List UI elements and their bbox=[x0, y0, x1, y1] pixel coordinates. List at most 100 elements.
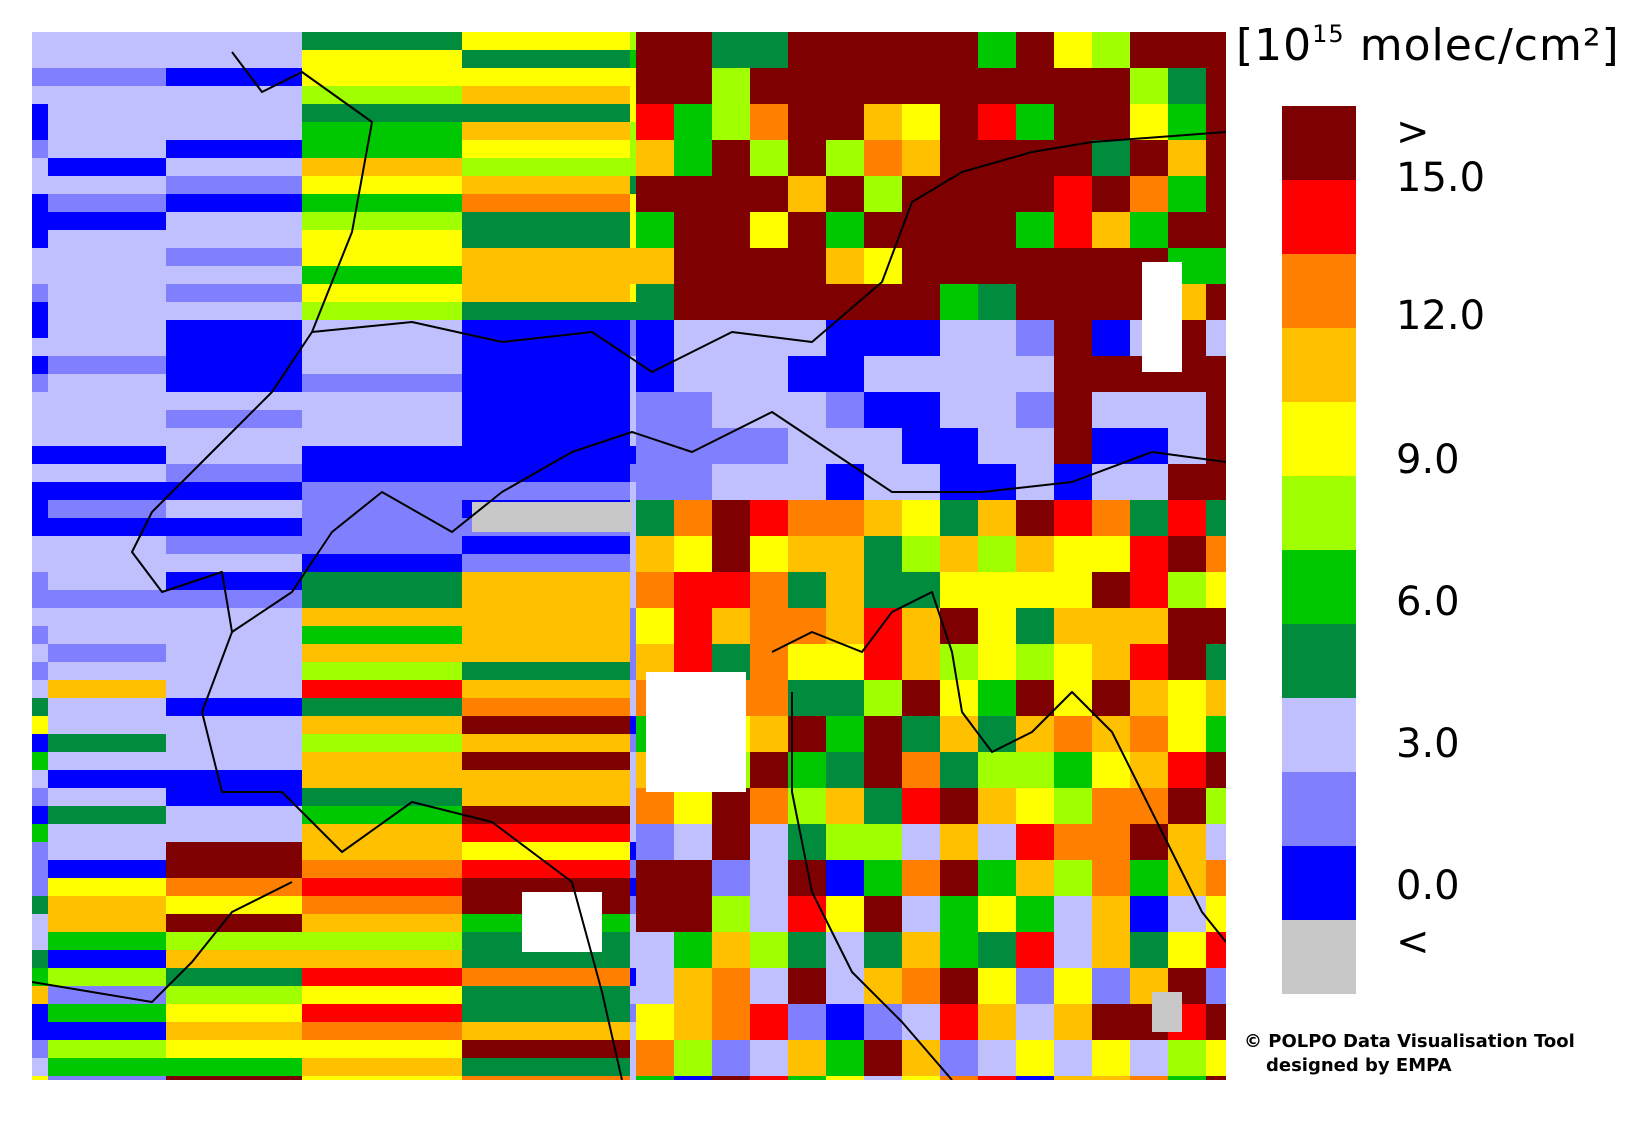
map-pixel bbox=[1092, 68, 1131, 105]
map-pixel bbox=[462, 356, 630, 375]
map-pixel bbox=[636, 896, 675, 933]
map-pixel bbox=[302, 986, 462, 1005]
map-pixel bbox=[32, 68, 48, 87]
map-pixel bbox=[32, 716, 48, 735]
map-pixel bbox=[750, 212, 789, 249]
map-pixel bbox=[32, 230, 48, 249]
map-pixel bbox=[302, 284, 462, 303]
map-pixel bbox=[788, 392, 827, 429]
map-pixel bbox=[166, 86, 302, 105]
map-pixel bbox=[978, 572, 1017, 609]
map-pixel bbox=[302, 446, 462, 465]
map-pixel bbox=[1016, 536, 1055, 573]
map-pixel bbox=[32, 644, 48, 663]
colorbar-legend: [1015 molec/cm²] > 15.0 12.0 9.0 6.0 3.0… bbox=[1236, 20, 1619, 1100]
map-pixel bbox=[826, 428, 865, 465]
map-pixel bbox=[1206, 788, 1226, 825]
map-pixel bbox=[750, 716, 789, 753]
map-pixel bbox=[1054, 608, 1093, 645]
map-pixel bbox=[48, 356, 166, 375]
map-pixel bbox=[32, 824, 48, 843]
map-pixel bbox=[32, 860, 48, 879]
map-pixel bbox=[32, 500, 48, 519]
map-pixel bbox=[864, 1004, 903, 1041]
map-pixel bbox=[750, 1004, 789, 1041]
map-pixel bbox=[166, 356, 302, 375]
map-pixel bbox=[302, 320, 462, 339]
map-pixel bbox=[1054, 320, 1093, 357]
map-pixel bbox=[636, 212, 675, 249]
map-pixel bbox=[1054, 140, 1093, 177]
map-pixel bbox=[302, 644, 462, 663]
map-pixel bbox=[788, 572, 827, 609]
map-pixel bbox=[750, 572, 789, 609]
map-pixel bbox=[462, 860, 630, 879]
map-pixel bbox=[712, 176, 751, 213]
map-pixel bbox=[302, 554, 462, 573]
map-pixel bbox=[32, 446, 48, 465]
map-pixel bbox=[32, 1040, 48, 1059]
map-pixel bbox=[636, 32, 675, 69]
map-pixel bbox=[1206, 284, 1226, 321]
map-pixel bbox=[978, 68, 1017, 105]
map-pixel bbox=[750, 176, 789, 213]
map-pixel bbox=[1168, 500, 1207, 537]
map-pixel bbox=[48, 698, 166, 717]
map-pixel bbox=[48, 590, 166, 609]
map-pixel bbox=[712, 968, 751, 1005]
map-pixel bbox=[712, 392, 751, 429]
map-pixel bbox=[1130, 644, 1169, 681]
map-pixel bbox=[32, 878, 48, 897]
map-pixel bbox=[1168, 1040, 1207, 1077]
map-pixel bbox=[674, 788, 713, 825]
map-pixel bbox=[302, 626, 462, 645]
map-pixel bbox=[750, 680, 789, 717]
map-pixel bbox=[166, 158, 302, 177]
map-pixel bbox=[636, 392, 675, 429]
map-pixel bbox=[32, 50, 48, 69]
map-pixel bbox=[750, 536, 789, 573]
map-pixel bbox=[48, 176, 166, 195]
map-pixel bbox=[1130, 428, 1169, 465]
map-pixel bbox=[166, 572, 302, 591]
map-pixel bbox=[32, 32, 48, 51]
map-pixel bbox=[978, 104, 1017, 141]
map-pixel bbox=[636, 140, 675, 177]
tick-9: 9.0 bbox=[1396, 437, 1460, 483]
map-pixel bbox=[1206, 896, 1226, 933]
map-pixel bbox=[674, 212, 713, 249]
map-pixel bbox=[750, 1040, 789, 1077]
map-pixel bbox=[166, 914, 302, 933]
map-pixel bbox=[674, 176, 713, 213]
map-pixel bbox=[1054, 968, 1093, 1005]
map-pixel bbox=[864, 752, 903, 789]
map-pixel bbox=[1130, 392, 1169, 429]
map-pixel bbox=[1168, 140, 1207, 177]
map-pixel bbox=[1016, 140, 1055, 177]
map-pixel bbox=[636, 320, 675, 357]
map-pixel bbox=[1130, 1040, 1169, 1077]
map-pixel bbox=[902, 464, 941, 501]
map-pixel bbox=[1054, 212, 1093, 249]
map-pixel bbox=[674, 824, 713, 861]
map-pixel bbox=[940, 500, 979, 537]
map-pixel bbox=[712, 104, 751, 141]
map-pixel bbox=[902, 356, 941, 393]
map-pixel bbox=[1092, 176, 1131, 213]
map-pixel bbox=[302, 536, 462, 555]
map-pixel bbox=[1130, 176, 1169, 213]
map-pixel bbox=[48, 572, 166, 591]
map-pixel bbox=[32, 194, 48, 213]
map-pixel bbox=[1206, 32, 1226, 69]
map-pixel bbox=[864, 32, 903, 69]
map-pixel bbox=[166, 752, 302, 771]
map-pixel bbox=[48, 644, 166, 663]
map-pixel bbox=[636, 608, 675, 645]
map-pixel bbox=[978, 608, 1017, 645]
map-pixel bbox=[462, 1076, 630, 1080]
map-pixel bbox=[788, 1040, 827, 1077]
map-pixel bbox=[32, 158, 48, 177]
map-pixel bbox=[940, 860, 979, 897]
colorbar-swatch bbox=[1282, 402, 1356, 476]
map-pixel bbox=[302, 1058, 462, 1077]
